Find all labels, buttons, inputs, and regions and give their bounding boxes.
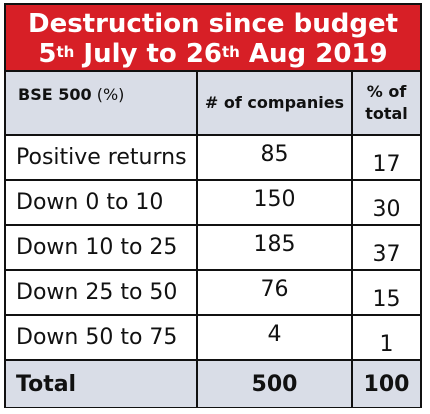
title-banner: Destruction since budget 5th July to 26t… [6,5,420,72]
total-pct: 100 [351,359,420,407]
row-pct: 15 [351,269,420,316]
row-label: Down 0 to 10 [6,179,198,226]
row-label: Down 50 to 75 [6,314,198,361]
header-bse500: BSE 500 (%) [6,72,198,136]
row-label: Down 10 to 25 [6,224,198,271]
row-pct: 30 [351,179,420,226]
total-companies: 500 [196,359,353,407]
table-row: Positive returns 85 17 [6,134,420,181]
header-bse500-label: BSE 500 [18,85,92,104]
title-line-2: 5th July to 26th Aug 2019 [6,39,420,69]
title-line-1: Destruction since budget [27,9,399,39]
table-row: Down 25 to 50 76 15 [6,269,420,316]
row-pct: 37 [351,224,420,271]
header-pct-total: % of total [351,72,420,136]
row-companies: 4 [196,314,353,361]
header-companies: # of companies [196,72,353,136]
table-header-row: BSE 500 (%) # of companies % of total [6,72,420,136]
table-row: Down 50 to 75 4 1 [6,314,420,361]
row-pct: 17 [351,134,420,181]
row-companies: 76 [196,269,353,316]
row-companies: 85 [196,134,353,181]
table-frame: Destruction since budget 5th July to 26t… [4,3,422,408]
row-label: Down 25 to 50 [6,269,198,316]
header-pct-line1: % of [366,82,407,101]
title-ordinal-1: th [56,43,75,61]
data-table: BSE 500 (%) # of companies % of total Pos… [6,72,420,407]
header-pct-line2: total [365,104,408,123]
header-bse500-unit: (%) [91,85,125,104]
row-label: Positive returns [6,134,198,181]
title-ordinal-2: th [222,43,240,61]
total-row: Total 500 100 [6,359,420,407]
table-row: Down 10 to 25 185 37 [6,224,420,271]
title-middle: July to 26 [74,39,223,69]
row-companies: 185 [196,224,353,271]
total-label: Total [6,359,198,407]
table-row: Down 0 to 10 150 30 [6,179,420,226]
title-day-start: 5 [38,39,57,69]
row-companies: 150 [196,179,353,226]
title-end: Aug 2019 [239,39,388,69]
row-pct: 1 [351,314,420,361]
